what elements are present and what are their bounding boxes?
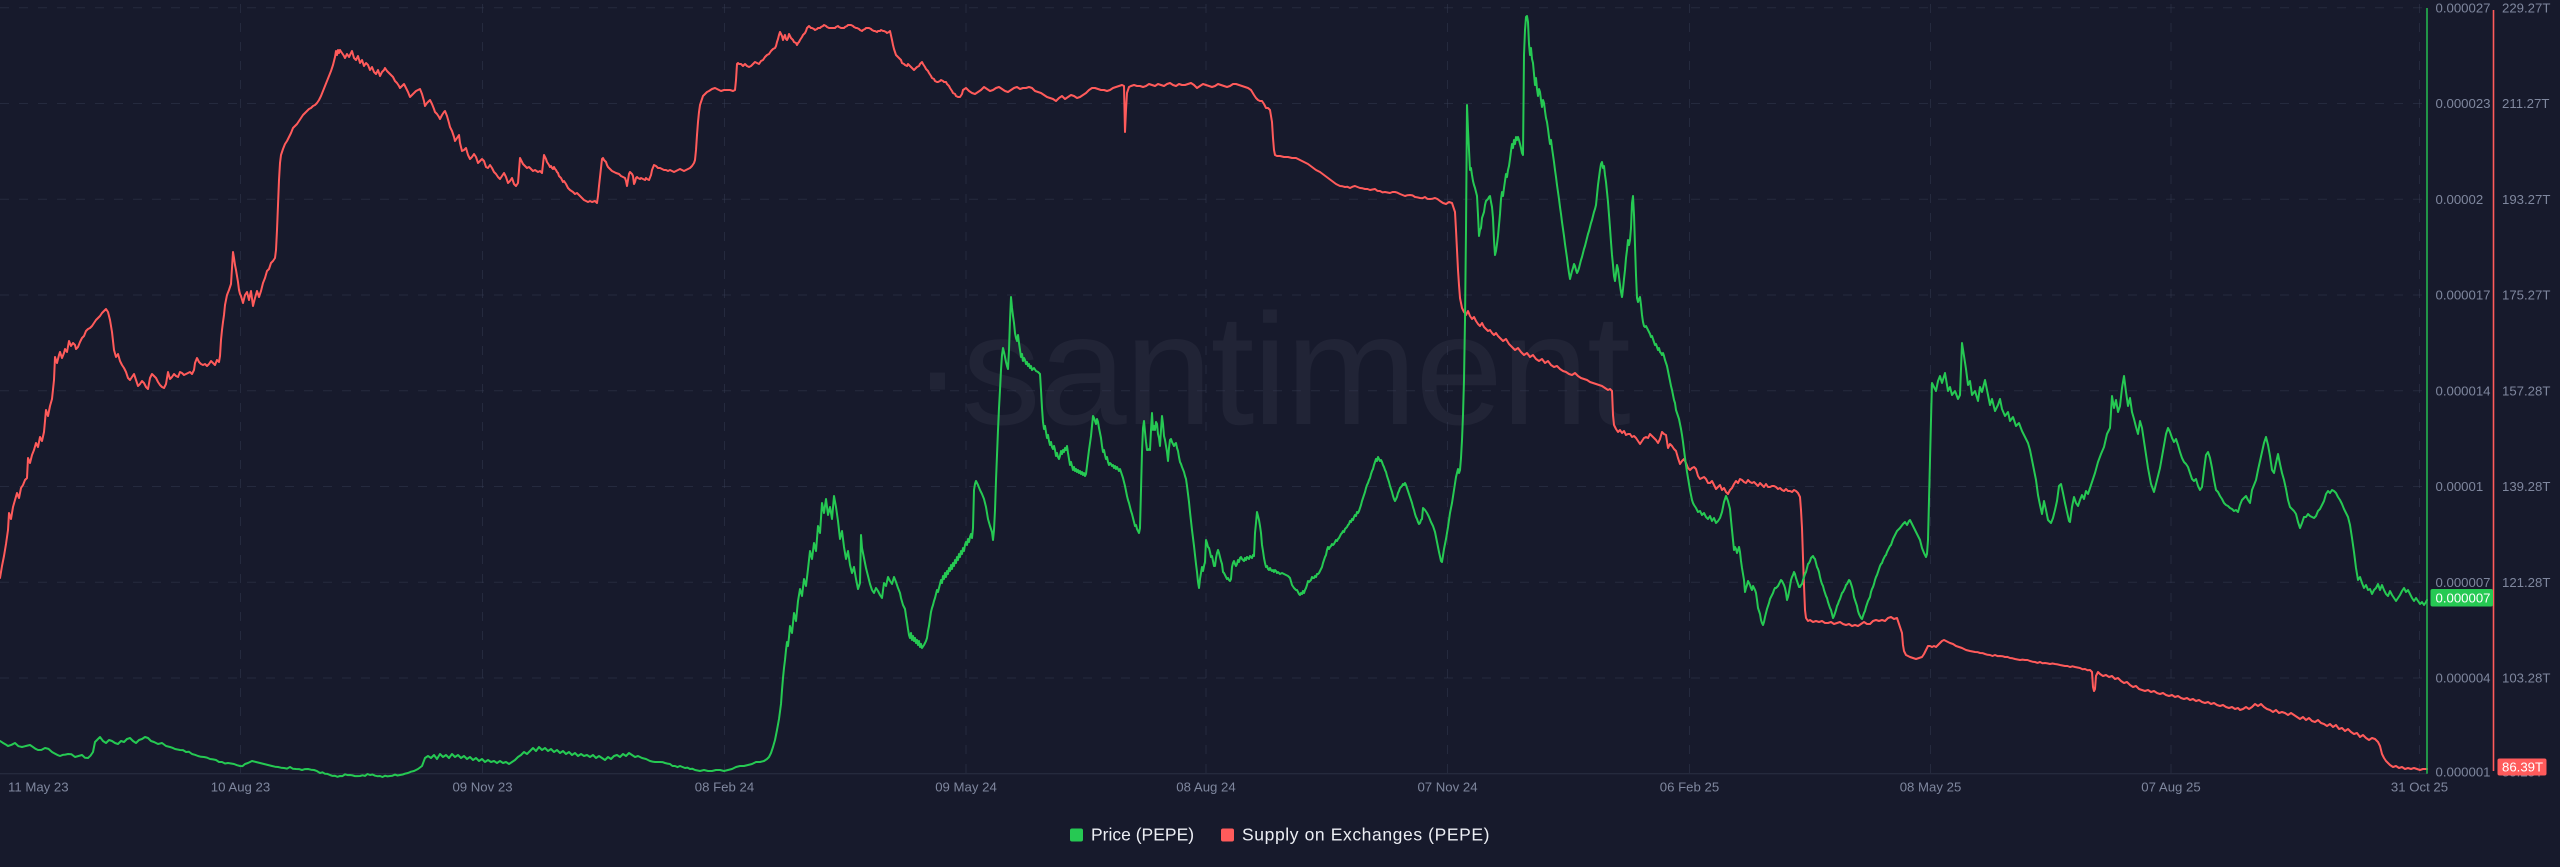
svg-text:175.27T: 175.27T [2502,288,2550,303]
svg-text:211.27T: 211.27T [2502,96,2549,111]
svg-text:Supply on Exchanges (PEPE): Supply on Exchanges (PEPE) [1242,825,1490,845]
svg-text:07 Aug 25: 07 Aug 25 [2141,780,2200,795]
svg-text:10 Aug 23: 10 Aug 23 [211,780,270,795]
svg-text:229.27T: 229.27T [2502,0,2550,15]
svg-text:139.28T: 139.28T [2502,479,2550,494]
svg-text:08 Aug 24: 08 Aug 24 [1176,780,1235,795]
svg-text:103.28T: 103.28T [2502,671,2550,686]
svg-text:06 Feb 25: 06 Feb 25 [1660,780,1719,795]
svg-text:86.39T: 86.39T [2502,760,2543,775]
svg-text:0.000027: 0.000027 [2436,0,2491,15]
svg-text:0.000007: 0.000007 [2436,590,2491,605]
svg-text:31 Oct 25: 31 Oct 25 [2391,780,2448,795]
svg-text:09 May 24: 09 May 24 [935,780,997,795]
svg-text:157.28T: 157.28T [2502,383,2550,398]
svg-text:0.000014: 0.000014 [2436,383,2491,398]
svg-text:·santiment: ·santiment [911,282,1630,458]
svg-text:08 Feb 24: 08 Feb 24 [695,780,754,795]
svg-text:07 Nov 24: 07 Nov 24 [1417,780,1477,795]
svg-text:0.00002: 0.00002 [2436,192,2484,207]
svg-text:0.000001: 0.000001 [2436,765,2491,780]
svg-text:0.000004: 0.000004 [2436,671,2491,686]
svg-text:Price (PEPE): Price (PEPE) [1091,825,1194,845]
svg-text:0.000023: 0.000023 [2436,96,2491,111]
svg-text:11 May 23: 11 May 23 [8,780,69,795]
svg-text:121.28T: 121.28T [2502,575,2550,590]
svg-text:08 May 25: 08 May 25 [1900,780,1962,795]
svg-text:0.00001: 0.00001 [2436,479,2484,494]
svg-text:09 Nov 23: 09 Nov 23 [452,780,512,795]
svg-text:0.000017: 0.000017 [2436,288,2491,303]
svg-text:0.000007: 0.000007 [2436,575,2491,590]
svg-text:193.27T: 193.27T [2502,192,2550,207]
